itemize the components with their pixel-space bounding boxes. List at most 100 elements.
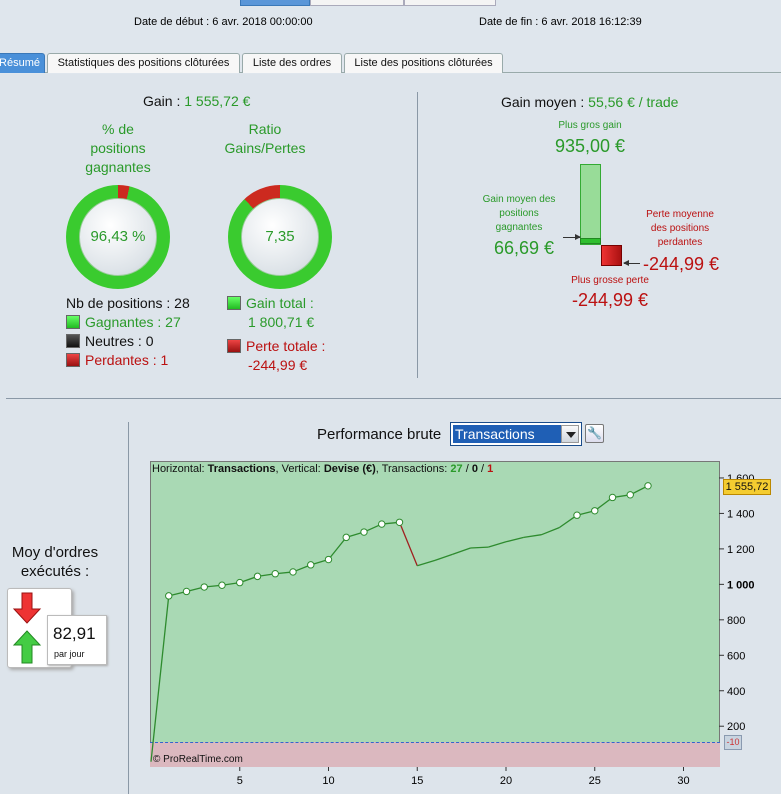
series-line-segment	[541, 527, 560, 536]
x-tick-label: 30	[677, 775, 689, 787]
orders-title: Moy d'ordres exécutés :	[11, 544, 99, 580]
tab-bar: Résumé Statistiques des positions clôtur…	[0, 53, 781, 73]
gain-total-label: Gain total :	[246, 295, 314, 311]
orders-value: 82,91	[53, 624, 96, 643]
y-tick-label: 1 400	[727, 508, 755, 520]
negative-zone	[150, 742, 720, 767]
data-point	[182, 587, 191, 596]
orders-unit: par jour	[54, 649, 85, 659]
start-date-label: Date de début :	[134, 16, 210, 28]
loss-line-segment	[398, 522, 418, 566]
gagnantes-label: Gagnantes : 27	[85, 314, 181, 330]
data-point	[236, 578, 244, 587]
plus-gros-gain-value: 935,00 €	[554, 136, 626, 156]
perte-moyenne-value: -244,99 €	[643, 254, 720, 274]
series-line-segment	[327, 536, 347, 560]
perte-totale-label: Perte totale :	[246, 338, 326, 354]
black-square-icon	[66, 334, 80, 348]
data-point	[626, 491, 634, 499]
nb-positions: Nb de positions : 28	[66, 295, 190, 311]
data-point	[342, 533, 350, 542]
series-line-segment	[434, 553, 453, 562]
series-line-segment	[505, 536, 524, 543]
last-value-badge: 1 555,72	[723, 479, 771, 495]
performance-chart	[150, 461, 720, 767]
y-tick-label: 1 000	[727, 579, 755, 591]
data-point	[395, 518, 404, 526]
data-point	[573, 511, 581, 519]
legend-perdantes: Perdantes : 1	[66, 352, 168, 368]
gain-label: Gain :	[143, 93, 181, 109]
gain-moyen: Gain moyen : 55,56 € / trade	[501, 94, 678, 110]
y-tick-label: 800	[727, 615, 745, 627]
ratio-value: 7,35	[265, 228, 295, 245]
x-tick-label: 5	[237, 775, 243, 787]
gain-moyen-label: Gain moyen :	[501, 94, 585, 110]
chart-info: Horizontal: Transactions, Vertical: Devi…	[152, 463, 494, 475]
plus-grosse-perte-value: -244,99 €	[571, 290, 649, 310]
data-point	[253, 572, 262, 581]
series-line-segment	[150, 595, 170, 762]
x-tick-label: 15	[411, 775, 423, 787]
performance-select-value: Transactions	[453, 425, 561, 443]
data-point	[289, 568, 297, 576]
pct-winning-title: % de positions gagnantes	[85, 121, 151, 175]
end-date-label: Date de fin :	[479, 16, 539, 28]
gain-moyen-pos-value: 66,69 €	[494, 238, 555, 258]
x-tick-label: 20	[500, 775, 512, 787]
gain-total-value: 1 800,71 €	[248, 314, 315, 330]
red-square-icon	[66, 353, 80, 367]
chevron-down-icon[interactable]	[561, 425, 579, 443]
y-tick-label: 1 200	[727, 544, 755, 556]
gain-moyen-value: 55,56 € / trade	[588, 94, 679, 110]
y-tick-label: 600	[727, 650, 745, 662]
perte-bar	[601, 245, 622, 266]
pct-winning-value: 96,43 %	[90, 228, 146, 245]
data-point	[591, 507, 599, 515]
tab-liste-ordres[interactable]: Liste des ordres	[242, 53, 342, 73]
wrench-icon[interactable]: 🔧	[585, 424, 604, 443]
green-square-icon	[227, 296, 241, 310]
perte-totale: Perte totale :	[227, 338, 325, 354]
data-point	[165, 592, 173, 600]
series-line-segment	[417, 559, 436, 567]
green-square-icon	[66, 315, 80, 329]
red-square-icon	[227, 339, 241, 353]
ratio-donut: 7,35	[228, 185, 332, 289]
x-tick-label: 10	[322, 775, 334, 787]
plus-grosse-perte-label: Plus grosse perte	[571, 275, 649, 286]
arrow-right-icon	[563, 237, 580, 238]
data-point	[218, 581, 226, 589]
gain-summary: Gain : 1 555,72 €	[143, 93, 250, 109]
divider	[417, 92, 418, 378]
pct-winning-donut: 96,43 %	[66, 185, 170, 289]
y-tick-label: 400	[727, 686, 745, 698]
gain-moyen-bar	[580, 238, 601, 244]
orders-value-box: 82,91 par jour	[47, 615, 107, 665]
tab-resume[interactable]: Résumé	[0, 53, 45, 73]
tab-statistiques[interactable]: Statistiques des positions clôturées	[47, 53, 240, 73]
y-tick-label: 200	[727, 721, 745, 733]
plus-gros-gain-label: Plus gros gain	[558, 120, 622, 131]
neg-tick-badge: -10	[724, 735, 742, 750]
data-point	[360, 528, 368, 536]
data-point	[271, 570, 279, 578]
performance-select[interactable]: Transactions	[450, 422, 582, 446]
data-point	[608, 493, 617, 502]
end-date-value: 6 avr. 2018 16:12:39	[541, 16, 642, 28]
orders-card	[7, 588, 72, 668]
toolbar-button-1[interactable]	[240, 0, 310, 6]
data-point	[307, 561, 315, 569]
tab-liste-positions[interactable]: Liste des positions clôturées	[344, 53, 503, 73]
perdantes-label: Perdantes : 1	[85, 352, 169, 368]
series-line-segment	[523, 534, 542, 539]
neutres-label: Neutres : 0	[85, 333, 154, 349]
toolbar-button-3[interactable]	[404, 0, 496, 6]
arrow-left-icon	[624, 263, 640, 264]
data-point	[644, 482, 652, 490]
x-tick-label: 25	[589, 775, 601, 787]
toolbar-button-2[interactable]	[310, 0, 404, 6]
up-down-arrows-icon	[12, 592, 42, 664]
ratio-title: Ratio Gains/Pertes	[224, 121, 306, 156]
